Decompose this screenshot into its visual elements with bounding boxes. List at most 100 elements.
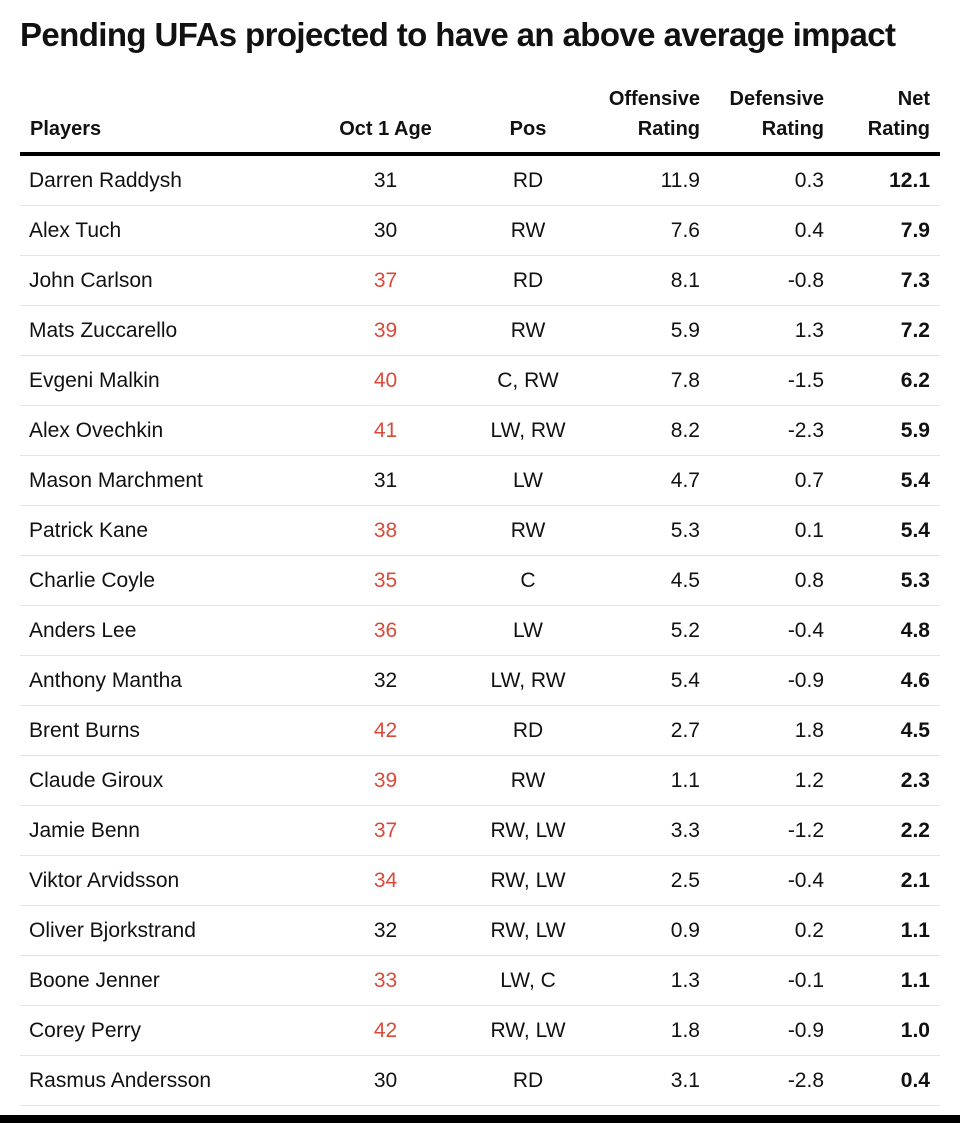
age-cell: 32 [303, 905, 468, 956]
net-rating-cell: 2.3 [834, 755, 940, 806]
ufa-table: Players Oct 1 Age Pos Offensive Rating D… [20, 84, 940, 1106]
net-rating-cell: 5.9 [834, 405, 940, 456]
table-row: Viktor Arvidsson 34 RW, LW 2.5 -0.4 2.1 [20, 855, 940, 906]
player-name-cell: Rasmus Andersson [20, 1055, 303, 1106]
player-name-cell: Corey Perry [20, 1005, 303, 1056]
net-rating-cell: 2.2 [834, 805, 940, 856]
defensive-rating-cell: -1.2 [710, 805, 834, 856]
player-name-cell: Anthony Mantha [20, 655, 303, 706]
table-row: Corey Perry 42 RW, LW 1.8 -0.9 1.0 [20, 1005, 940, 1056]
player-name-cell: Boone Jenner [20, 955, 303, 1006]
position-cell: RD [468, 154, 588, 206]
header-pos: Pos [468, 84, 588, 156]
header-defensive-rating: Defensive Rating [710, 84, 834, 156]
defensive-rating-cell: 0.1 [710, 505, 834, 556]
net-rating-cell: 7.9 [834, 205, 940, 256]
age-cell: 31 [303, 154, 468, 206]
table-row: Charlie Coyle 35 C 4.5 0.8 5.3 [20, 555, 940, 606]
age-cell: 39 [303, 305, 468, 356]
age-cell: 31 [303, 455, 468, 506]
table-row: Alex Ovechkin 41 LW, RW 8.2 -2.3 5.9 [20, 405, 940, 456]
table-row: Alex Tuch 30 RW 7.6 0.4 7.9 [20, 205, 940, 256]
player-name-cell: Charlie Coyle [20, 555, 303, 606]
age-cell: 37 [303, 255, 468, 306]
offensive-rating-cell: 8.1 [588, 255, 710, 306]
table-row: Darren Raddysh 31 RD 11.9 0.3 12.1 [20, 154, 940, 206]
defensive-rating-cell: -1.5 [710, 355, 834, 406]
offensive-rating-cell: 3.3 [588, 805, 710, 856]
defensive-rating-cell: -0.9 [710, 1005, 834, 1056]
age-cell: 41 [303, 405, 468, 456]
player-name-cell: Darren Raddysh [20, 154, 303, 206]
header-net-rating: Net Rating [834, 84, 940, 156]
defensive-rating-cell: -0.4 [710, 855, 834, 906]
age-cell: 40 [303, 355, 468, 406]
offensive-rating-cell: 2.5 [588, 855, 710, 906]
table-row: Claude Giroux 39 RW 1.1 1.2 2.3 [20, 755, 940, 806]
table-row: Mason Marchment 31 LW 4.7 0.7 5.4 [20, 455, 940, 506]
age-cell: 35 [303, 555, 468, 606]
table-row: Brent Burns 42 RD 2.7 1.8 4.5 [20, 705, 940, 756]
offensive-rating-cell: 1.1 [588, 755, 710, 806]
table-row: Anthony Mantha 32 LW, RW 5.4 -0.9 4.6 [20, 655, 940, 706]
net-rating-cell: 12.1 [834, 154, 940, 206]
player-name-cell: Evgeni Malkin [20, 355, 303, 406]
player-name-cell: Alex Tuch [20, 205, 303, 256]
age-cell: 30 [303, 1055, 468, 1106]
age-cell: 34 [303, 855, 468, 906]
player-name-cell: Oliver Bjorkstrand [20, 905, 303, 956]
position-cell: RW [468, 205, 588, 256]
table-row: John Carlson 37 RD 8.1 -0.8 7.3 [20, 255, 940, 306]
defensive-rating-cell: 0.7 [710, 455, 834, 506]
net-rating-cell: 7.3 [834, 255, 940, 306]
offensive-rating-cell: 8.2 [588, 405, 710, 456]
table-row: Boone Jenner 33 LW, C 1.3 -0.1 1.1 [20, 955, 940, 1006]
table-row: Rasmus Andersson 30 RD 3.1 -2.8 0.4 [20, 1055, 940, 1106]
player-name-cell: John Carlson [20, 255, 303, 306]
position-cell: RW [468, 305, 588, 356]
player-name-cell: Mats Zuccarello [20, 305, 303, 356]
player-name-cell: Claude Giroux [20, 755, 303, 806]
net-rating-cell: 4.5 [834, 705, 940, 756]
offensive-rating-cell: 5.3 [588, 505, 710, 556]
offensive-rating-cell: 7.6 [588, 205, 710, 256]
net-rating-cell: 4.8 [834, 605, 940, 656]
age-cell: 36 [303, 605, 468, 656]
offensive-rating-cell: 5.9 [588, 305, 710, 356]
age-cell: 32 [303, 655, 468, 706]
offensive-rating-cell: 0.9 [588, 905, 710, 956]
table-row: Anders Lee 36 LW 5.2 -0.4 4.8 [20, 605, 940, 656]
header-net-line1: Net [897, 88, 930, 110]
position-cell: LW, RW [468, 655, 588, 706]
offensive-rating-cell: 5.2 [588, 605, 710, 656]
player-name-cell: Patrick Kane [20, 505, 303, 556]
defensive-rating-cell: -0.9 [710, 655, 834, 706]
table-row: Patrick Kane 38 RW 5.3 0.1 5.4 [20, 505, 940, 556]
player-name-cell: Alex Ovechkin [20, 405, 303, 456]
position-cell: RW, LW [468, 855, 588, 906]
defensive-rating-cell: -0.1 [710, 955, 834, 1006]
defensive-rating-cell: -0.4 [710, 605, 834, 656]
defensive-rating-cell: 0.8 [710, 555, 834, 606]
net-rating-cell: 5.4 [834, 455, 940, 506]
table-header: Players Oct 1 Age Pos Offensive Rating D… [20, 84, 940, 156]
net-rating-cell: 1.1 [834, 955, 940, 1006]
age-cell: 42 [303, 705, 468, 756]
age-cell: 30 [303, 205, 468, 256]
position-cell: RW, LW [468, 805, 588, 856]
offensive-rating-cell: 1.8 [588, 1005, 710, 1056]
position-cell: C [468, 555, 588, 606]
offensive-rating-cell: 2.7 [588, 705, 710, 756]
offensive-rating-cell: 4.5 [588, 555, 710, 606]
defensive-rating-cell: 0.3 [710, 154, 834, 206]
defensive-rating-cell: 1.2 [710, 755, 834, 806]
position-cell: LW, C [468, 955, 588, 1006]
position-cell: LW [468, 455, 588, 506]
position-cell: RW [468, 755, 588, 806]
table-row: Mats Zuccarello 39 RW 5.9 1.3 7.2 [20, 305, 940, 356]
offensive-rating-cell: 3.1 [588, 1055, 710, 1106]
age-cell: 33 [303, 955, 468, 1006]
position-cell: RW [468, 505, 588, 556]
header-defensive-line2: Rating [761, 118, 824, 140]
player-name-cell: Jamie Benn [20, 805, 303, 856]
